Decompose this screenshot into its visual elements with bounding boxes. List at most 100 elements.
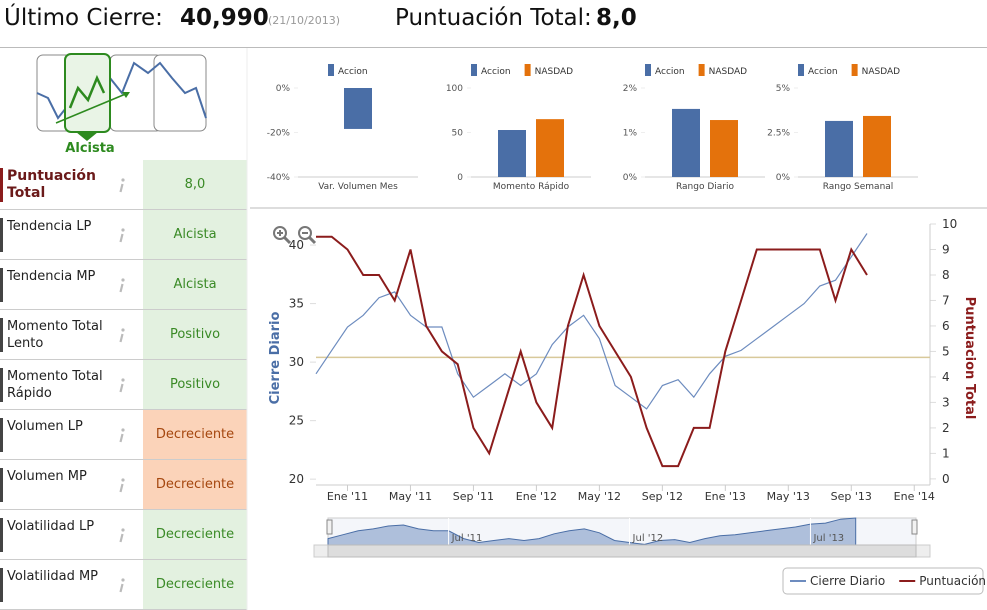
y2-tick-label: 10 <box>942 217 957 231</box>
bar <box>672 108 700 177</box>
y2-tick-label: 9 <box>942 242 950 256</box>
legend-swatch <box>471 64 477 76</box>
info-icon[interactable] <box>117 427 127 443</box>
y-tick-label: 1% <box>623 129 638 139</box>
table-row: Volatilidad MP Decreciente <box>0 560 247 610</box>
icon-pointer <box>76 132 98 141</box>
info-icon[interactable] <box>117 227 127 243</box>
legend-swatch <box>851 64 858 76</box>
y-tick-label: 0 <box>457 173 463 183</box>
trend-label: Alcista <box>65 141 114 156</box>
legend-swatch <box>645 64 651 76</box>
series-line <box>315 233 868 410</box>
x-tick-label: Ene '12 <box>516 490 557 503</box>
navigator-tick-label: Jul '12 <box>632 533 664 544</box>
x-tick-label: May '13 <box>767 490 810 503</box>
y2-tick-label: 8 <box>942 268 950 282</box>
last-close: 40,990 <box>180 5 269 31</box>
table-row: Volumen LP Decreciente <box>0 410 247 460</box>
info-icon[interactable] <box>117 277 127 293</box>
y-tick-label: 25 <box>289 414 304 428</box>
info-icon[interactable] <box>117 327 127 343</box>
scrollbar-thumb[interactable] <box>327 544 917 558</box>
y2-tick-label: 6 <box>942 319 950 333</box>
x-axis-label: Var. Volumen Mes <box>318 182 398 192</box>
y2-tick-label: 0 <box>942 472 950 486</box>
bar <box>344 88 372 129</box>
row-label: Volumen LP <box>0 418 110 452</box>
table-row: Tendencia LP Alcista <box>0 210 247 260</box>
legend-swatch <box>798 64 804 76</box>
row-value: 8,0 <box>143 160 247 209</box>
score: 8,0 <box>596 5 637 31</box>
bar <box>825 120 853 177</box>
row-label: Puntuación Total <box>0 168 110 202</box>
icon-frame <box>153 54 207 132</box>
y-tick-label: 40 <box>289 238 304 252</box>
row-value: Alcista <box>143 210 247 259</box>
y-tick-label: 0% <box>623 173 638 183</box>
y2-axis-label: Puntuacion Total <box>962 297 977 420</box>
navigator-handle[interactable] <box>911 519 918 535</box>
left-panel: Alcista Puntuación Total 8,0 Tendencia LP A… <box>0 48 247 610</box>
table-row: Volumen MP Decreciente <box>0 460 247 510</box>
y-tick-label: 100 <box>446 84 463 94</box>
close-date: (21/10/2013) <box>268 14 340 27</box>
icon-line <box>109 61 207 119</box>
info-icon[interactable] <box>117 177 127 193</box>
info-icon[interactable] <box>117 527 127 543</box>
navigator-handle[interactable] <box>326 519 333 535</box>
legend-label: Accion <box>655 67 685 77</box>
x-tick-label: Sep '11 <box>453 490 494 503</box>
y-axis-label: Cierre Diario <box>268 312 283 405</box>
icon-line <box>36 92 67 120</box>
bar <box>863 115 891 177</box>
table-row: Volatilidad LP Decreciente <box>0 510 247 560</box>
y2-tick-label: 3 <box>942 395 950 409</box>
trend-icon: Alcista <box>36 53 207 156</box>
x-tick-label: Ene '13 <box>705 490 746 503</box>
y2-tick-label: 2 <box>942 421 950 435</box>
last-close-label: Último Cierre: <box>4 5 163 31</box>
x-axis-label: Momento Rápido <box>493 182 570 192</box>
legend-label: NASDAD <box>709 67 748 77</box>
navigator-tick-label: Jul '11 <box>451 533 483 544</box>
y2-tick-label: 5 <box>942 344 950 358</box>
legend-box <box>782 567 984 595</box>
legend-label: Accion <box>338 67 368 77</box>
info-icon[interactable] <box>117 577 127 593</box>
header: Último Cierre: 40,990 (21/10/2013) Puntu… <box>0 0 987 48</box>
legend-label: Puntuación <box>919 574 986 588</box>
legend-swatch <box>328 64 334 76</box>
icon-arrow <box>55 92 129 124</box>
y-tick-label: -20% <box>267 129 291 139</box>
row-label: Momento Total Lento <box>0 318 110 352</box>
series-line <box>316 235 868 468</box>
table-row: Momento Total Lento Positivo <box>0 310 247 360</box>
row-label: Volatilidad LP <box>0 518 110 552</box>
x-tick-label: Sep '13 <box>831 490 872 503</box>
info-icon[interactable] <box>117 477 127 493</box>
table-row: Momento Total Rápido Positivo <box>0 360 247 410</box>
row-value: Alcista <box>143 260 247 309</box>
zoom-in[interactable] <box>273 226 292 245</box>
x-axis-label: Rango Semanal <box>823 182 894 192</box>
navigator-area <box>327 517 857 546</box>
table-row: Puntuación Total 8,0 <box>0 160 247 210</box>
bar <box>498 130 526 177</box>
y-tick-label: 30 <box>289 355 304 369</box>
row-value: Decreciente <box>143 510 247 559</box>
bar <box>536 119 564 177</box>
y-tick-label: 35 <box>289 297 304 311</box>
legend-swatch <box>698 64 705 76</box>
y-tick-label: 50 <box>452 129 464 139</box>
row-value: Decreciente <box>143 410 247 459</box>
zoom-out[interactable] <box>298 226 317 245</box>
y2-tick-label: 7 <box>942 293 950 307</box>
info-icon[interactable] <box>117 377 127 393</box>
row-label: Volumen MP <box>0 468 110 502</box>
legend-label: Accion <box>808 67 838 77</box>
icon-line <box>68 74 106 109</box>
x-tick-label: Sep '12 <box>642 490 683 503</box>
row-label: Volatilidad MP <box>0 568 110 602</box>
